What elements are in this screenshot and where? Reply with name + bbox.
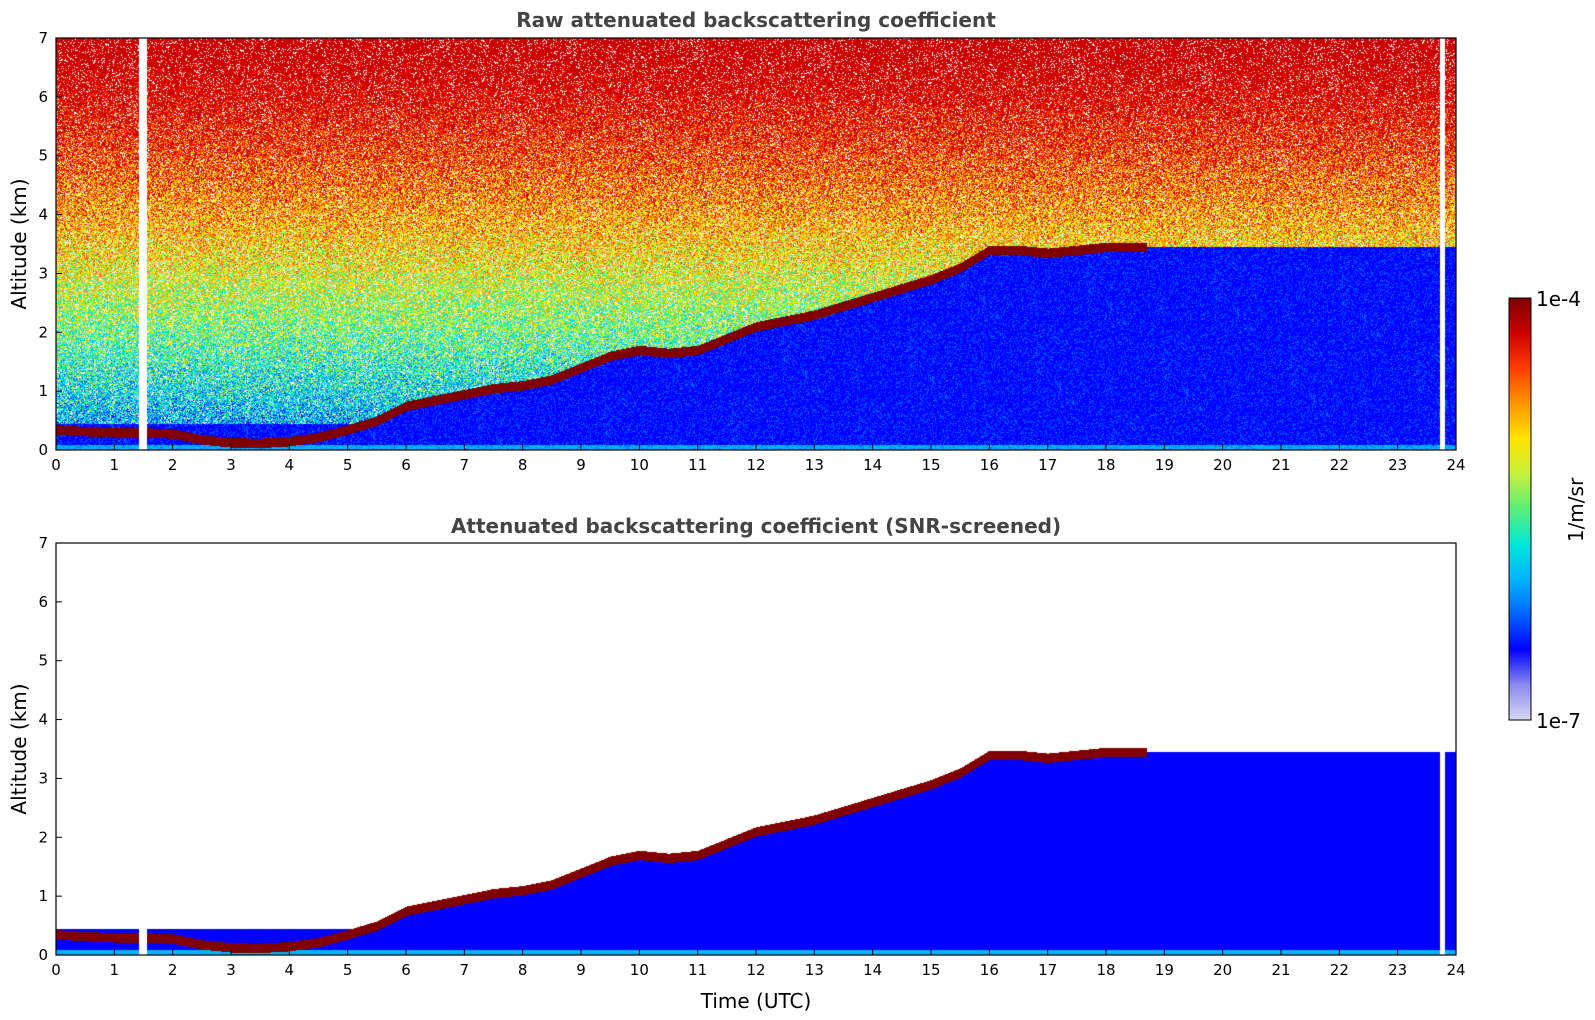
panel-screened-xtick-label: 0 [51, 961, 61, 979]
panel-raw-xtick-label: 16 [980, 456, 999, 474]
panel-raw-ytick-label: 2 [38, 323, 48, 341]
panel-screened-xtick-label: 13 [805, 961, 824, 979]
panel-screened-xtick-label: 24 [1446, 961, 1465, 979]
panel-screened-ytick-label: 3 [38, 769, 48, 787]
panel-raw-xtick-label: 0 [51, 456, 61, 474]
panel-raw-ytick-label: 3 [38, 264, 48, 282]
panel-screened-ytick-label: 5 [38, 652, 48, 670]
panel-raw-xtick-label: 11 [688, 456, 707, 474]
panel-screened-xtick-label: 23 [1388, 961, 1407, 979]
panel-screened-xtick-label: 14 [863, 961, 882, 979]
panel-raw-xtick-label: 2 [168, 456, 178, 474]
panel-screened-xtick-label: 5 [343, 961, 353, 979]
panel-screened: Attenuated backscattering coefficient (S… [7, 514, 1466, 1013]
panel-screened-xtick-label: 4 [285, 961, 295, 979]
panel-screened-ytick-label: 1 [38, 887, 48, 905]
panel-raw-xtick-label: 1 [110, 456, 120, 474]
panel-screened-xtick-label: 3 [226, 961, 236, 979]
panel-raw-heatmap [56, 38, 1456, 450]
panel-screened-xtick-label: 11 [688, 961, 707, 979]
panel-raw-xtick-label: 18 [1096, 456, 1115, 474]
colorbar-unit: 1/m/sr [1564, 477, 1588, 542]
panel-raw-xtick-label: 9 [576, 456, 586, 474]
panel-screened-xtick-label: 18 [1096, 961, 1115, 979]
panel-raw-ytick-label: 4 [38, 206, 48, 224]
panel-raw-ytick-label: 6 [38, 88, 48, 106]
panel-raw-xtick-label: 6 [401, 456, 411, 474]
panel-screened-xtick-label: 6 [401, 961, 411, 979]
panel-screened-xtick-label: 7 [460, 961, 470, 979]
panel-screened-ylabel: Altitude (km) [7, 683, 31, 814]
panel-screened-title: Attenuated backscattering coefficient (S… [451, 514, 1061, 538]
panel-screened-xtick-label: 1 [110, 961, 120, 979]
panel-raw-xtick-label: 24 [1446, 456, 1465, 474]
colorbar-min-label: 1e-7 [1536, 709, 1581, 733]
panel-raw-xtick-label: 10 [630, 456, 649, 474]
panel-raw-ytick-label: 5 [38, 147, 48, 165]
panel-screened-xtick-label: 17 [1038, 961, 1057, 979]
colorbar-gradient [1508, 297, 1532, 721]
colorbar-max-label: 1e-4 [1536, 287, 1581, 311]
panel-screened-xtick-label: 12 [746, 961, 765, 979]
panel-screened-xtick-label: 2 [168, 961, 178, 979]
panel-raw-xtick-label: 13 [805, 456, 824, 474]
panel-raw-xtick-label: 15 [921, 456, 940, 474]
panel-screened-heatmap [56, 543, 1456, 955]
panel-screened-xtick-label: 21 [1271, 961, 1290, 979]
panel-raw-ytick-label: 7 [38, 29, 48, 47]
panel-screened-heatmap-holder [56, 543, 1456, 955]
panel-raw-xtick-label: 21 [1271, 456, 1290, 474]
panel-screened-xtick-label: 16 [980, 961, 999, 979]
panel-raw-xtick-label: 22 [1330, 456, 1349, 474]
panel-raw-xtick-label: 20 [1213, 456, 1232, 474]
panel-screened-ytick-label: 2 [38, 828, 48, 846]
panel-screened-xtick-label: 22 [1330, 961, 1349, 979]
panel-raw-xtick-label: 4 [285, 456, 295, 474]
panel-raw-xtick-label: 5 [343, 456, 353, 474]
panel-raw-xtick-label: 14 [863, 456, 882, 474]
panel-raw-heatmap-holder [56, 38, 1456, 450]
panel-raw-ytick-label: 0 [38, 441, 48, 459]
panel-screened-xtick-label: 19 [1155, 961, 1174, 979]
panel-screened-xtick-label: 9 [576, 961, 586, 979]
panel-raw-title: Raw attenuated backscattering coefficien… [516, 8, 996, 32]
panel-screened-axes: 0 1 2 3 4 5 6 7 8 9 10 11 12 13 14 15 16 17 18 19 20 21 22 23 24… [38, 534, 1465, 979]
panel-raw-xtick-label: 17 [1038, 456, 1057, 474]
panel-raw-axes: 0 1 2 3 4 5 6 7 8 9 10 11 12 13 14 15 16 17 18 19 20 21 22 23 24… [38, 29, 1465, 474]
panel-raw-xtick-label: 3 [226, 456, 236, 474]
panel-raw-xtick-label: 23 [1388, 456, 1407, 474]
panel-screened-xtick-label: 8 [518, 961, 528, 979]
panel-screened-ytick-label: 6 [38, 593, 48, 611]
panel-screened-xlabel: Time (UTC) [700, 989, 812, 1013]
panel-raw: Raw attenuated backscattering coefficien… [7, 8, 1466, 474]
panel-screened-xtick-label: 15 [921, 961, 940, 979]
panel-raw-ytick-label: 1 [38, 382, 48, 400]
panel-screened-ytick-label: 0 [38, 946, 48, 964]
panel-raw-xtick-label: 12 [746, 456, 765, 474]
panel-screened-ytick-label: 4 [38, 711, 48, 729]
panel-raw-xtick-label: 19 [1155, 456, 1174, 474]
panel-raw-xtick-label: 7 [460, 456, 470, 474]
colorbar: 1e-4 1e-7 1/m/sr [1508, 287, 1588, 733]
panel-raw-xtick-label: 8 [518, 456, 528, 474]
panel-screened-xtick-label: 20 [1213, 961, 1232, 979]
panel-raw-ylabel: Altitude (km) [7, 178, 31, 309]
panel-screened-xtick-label: 10 [630, 961, 649, 979]
panel-screened-ytick-label: 7 [38, 534, 48, 552]
